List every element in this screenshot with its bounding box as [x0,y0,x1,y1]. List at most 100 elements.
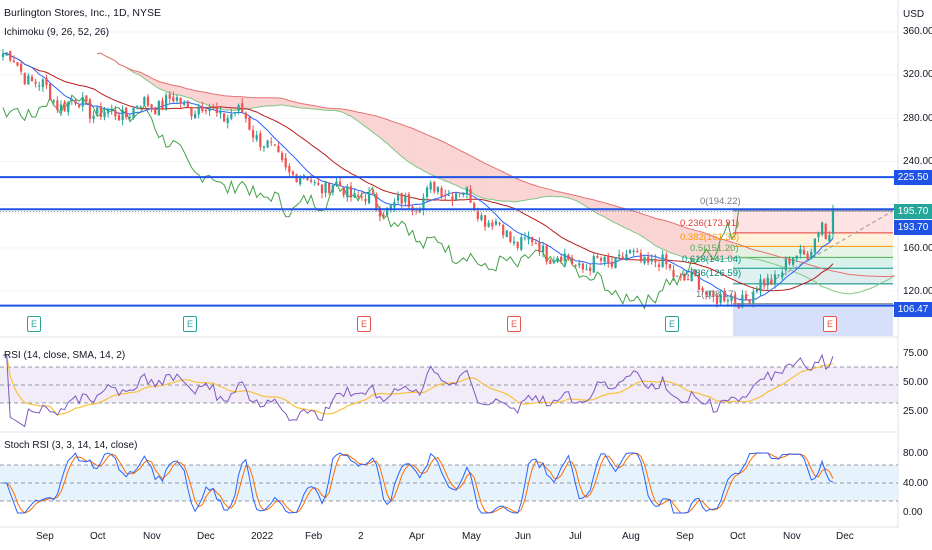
cloud-segment [158,81,163,91]
time-label-aug: Aug [622,531,640,542]
cloud-segment [684,227,689,259]
candle-body [581,263,585,270]
cloud-segment [590,199,594,212]
candle-body [30,76,34,82]
fib-1-label: 1(108.17) [696,289,737,300]
earnings-marker-2[interactable]: E [183,316,197,332]
candle-body [451,196,454,201]
candle-body [828,234,831,242]
candle-body [502,224,505,236]
earnings-marker-4[interactable]: E [507,316,521,332]
cloud-segment [633,211,638,234]
cloud-segment [169,84,174,95]
candle-body [59,104,63,111]
candle-body [770,279,773,285]
candle-body [143,97,146,105]
cloud-segment [390,120,395,151]
candle-body [625,254,628,259]
candle-body [360,196,363,198]
candle-body [277,145,280,153]
candle-body [128,117,131,119]
candle-body [520,237,523,250]
candles [1,49,835,309]
cloud-segment [176,85,181,96]
badge-current: 195.70 [894,204,932,219]
price-tick-320: 320.00 [903,69,932,80]
candle-body [266,140,269,148]
cloud-segment [245,97,250,109]
earnings-marker-6[interactable]: E [823,316,837,332]
candle-body [70,100,73,102]
candle-body [338,181,342,186]
candle-body [400,193,403,204]
stoch-d-line [3,452,834,514]
cloud-segment [369,114,373,133]
cloud-segment [300,103,304,109]
candle-body [172,96,175,102]
candle-body [295,174,298,183]
cloud-segment [695,230,699,260]
fib-band [733,246,893,258]
candle-body [574,265,577,267]
cloud-segment [209,93,214,108]
earnings-marker-3[interactable]: E [357,316,371,332]
cloud-segment [564,193,569,198]
cloud-segment [285,99,290,106]
candle-body [241,103,244,113]
candle-body [433,182,436,192]
cloud-segment [597,200,602,216]
cloud-segment [662,220,667,251]
time-label-apr: Apr [409,531,425,542]
time-label-2: 2 [358,531,364,542]
candle-body [106,109,110,114]
candle-body [27,75,30,85]
candle-body [657,264,661,267]
cloud-segment [437,139,442,180]
time-label-nov2: Nov [783,531,801,542]
candle-body [190,107,193,117]
fib-band [733,210,893,233]
candle-body [795,255,798,259]
currency-label: USD [903,9,925,20]
candle-body [34,81,37,84]
cloud-segment [412,128,417,167]
cloud-segment [263,97,268,107]
cloud-segment [205,92,210,107]
candle-body [694,269,697,276]
candle-body [306,176,309,180]
candle-body [654,259,657,263]
cloud-segment [503,172,507,202]
candle-body [476,211,479,219]
cloud-segment [274,97,279,106]
grid [0,0,899,528]
fib-0382-label: 0.382(161.35) [680,232,740,243]
earnings-marker-5[interactable]: E [665,316,679,332]
candle-body [96,107,99,114]
cloud-segment [401,124,406,160]
candle-body [328,182,331,193]
candle-body [407,194,411,207]
candle-body [45,78,48,86]
candle-body [766,277,769,286]
badge-106: 106.47 [894,302,932,317]
cloud-segment [466,153,471,192]
candle-body [603,256,606,262]
candle-body [810,251,813,259]
candle-body [447,194,450,196]
candle-body [440,187,443,197]
candle-body [273,144,276,146]
candle-body [1,53,5,57]
cloud-segment [343,109,348,115]
earnings-marker-1[interactable]: E [27,316,41,332]
candle-body [422,197,425,211]
candle-body [723,292,726,302]
candle-body [752,292,755,304]
candle-body [777,275,780,277]
candle-body [712,291,715,297]
cloud-segment [162,82,167,92]
candle-body [389,205,392,210]
cloud-segment [361,112,366,127]
candle-body [545,245,548,262]
rsi-tick-75: 75.00 [903,348,929,359]
